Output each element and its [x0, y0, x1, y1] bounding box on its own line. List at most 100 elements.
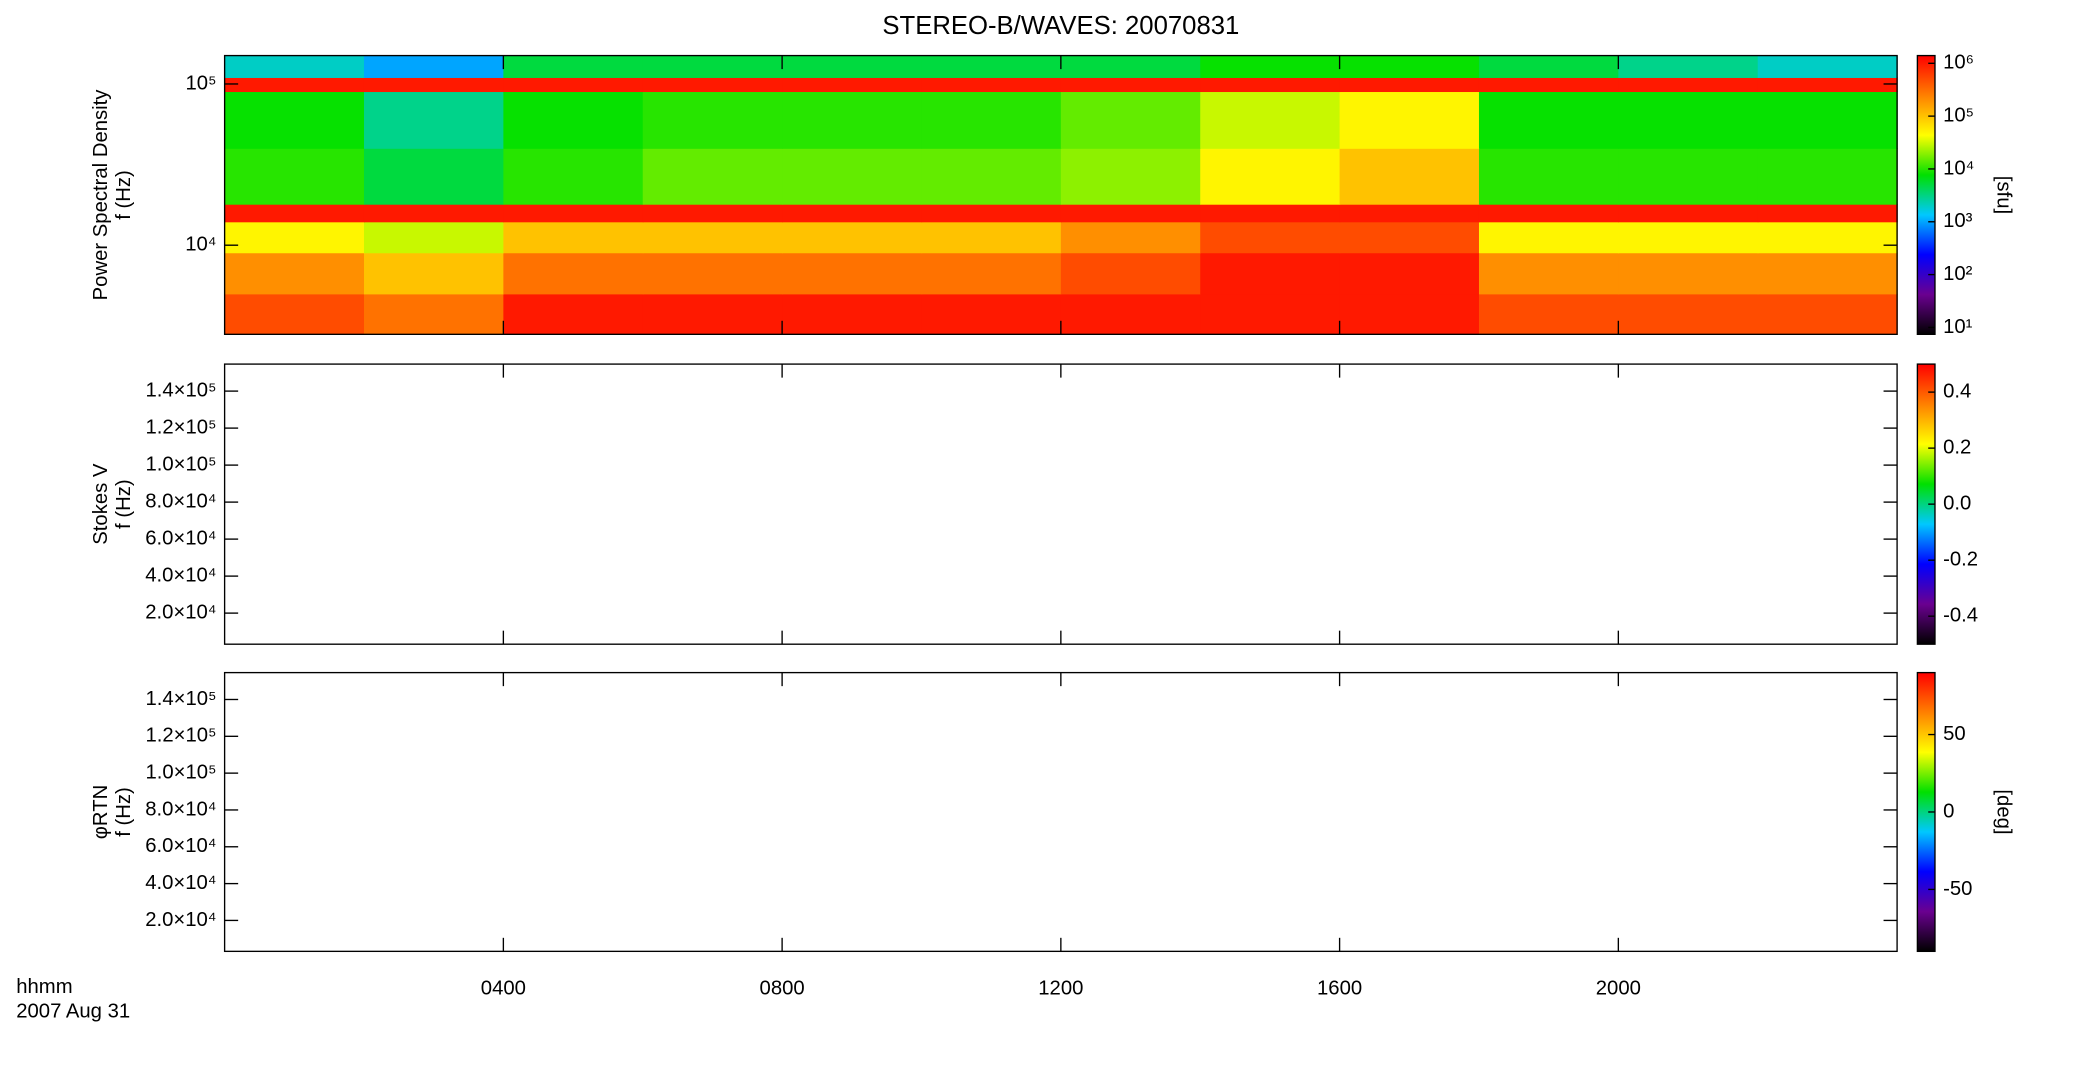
- heatmap-cell: [1060, 148, 1201, 205]
- heatmap-cell: [1200, 293, 1341, 336]
- colorbar-tick-label: 0.2: [1943, 436, 1971, 458]
- heatmap-cell: [782, 204, 923, 223]
- heatmap-cell: [503, 204, 644, 223]
- heatmap-cell: [921, 91, 1062, 149]
- colorbar-tick-label: -50: [1943, 878, 1972, 900]
- heatmap-cell: [921, 221, 1062, 254]
- heatmap-cell: [1757, 252, 1898, 295]
- colorbar-label: [sfu]: [1992, 176, 2014, 214]
- heatmap-cell: [1757, 293, 1898, 336]
- colorbar-tick-label: 10⁴: [1943, 157, 1974, 179]
- x-axis-label: hhmm: [16, 976, 72, 998]
- heatmap-cell: [363, 77, 505, 93]
- colorbar-tick-label: 0: [1943, 800, 1954, 822]
- heatmap-cell: [642, 293, 783, 336]
- heatmap-cell: [1478, 252, 1620, 295]
- heatmap-cell: [1060, 77, 1201, 93]
- heatmap-cell: [642, 77, 783, 93]
- heatmap-cell: [1200, 221, 1341, 254]
- heatmap-cell: [1200, 204, 1341, 223]
- chart-title: STEREO-B/WAVES: 20070831: [882, 12, 1239, 40]
- heatmap-cell: [1618, 148, 1759, 205]
- colorbar-tick-label: 10⁶: [1943, 52, 1974, 74]
- y-tick-label: 1.0×10⁵: [145, 761, 216, 783]
- heatmap-cell: [642, 252, 783, 295]
- heatmap-cell: [782, 77, 923, 93]
- y-tick-label: 8.0×10⁴: [145, 798, 216, 820]
- heatmap-cell: [363, 148, 505, 205]
- x-tick-label: 0800: [760, 978, 805, 1000]
- heatmap-cell: [782, 91, 923, 149]
- heatmap-cell: [1339, 77, 1480, 93]
- heatmap-cell: [1757, 221, 1898, 254]
- heatmap-cell: [224, 55, 365, 78]
- heatmap-cell: [1060, 204, 1201, 223]
- y-axis-label: f (Hz): [113, 170, 135, 220]
- heatmap-cell: [1339, 91, 1480, 149]
- heatmap-cell: [782, 148, 923, 205]
- colorbar-tick-label: -0.4: [1943, 605, 1978, 627]
- y-tick-label: 1.0×10⁵: [145, 453, 216, 475]
- y-tick-label: 10⁵: [186, 72, 217, 94]
- colorbar-tick-label: 0.0: [1943, 493, 1971, 515]
- heatmap-cell: [503, 221, 644, 254]
- heatmap-cell: [1618, 252, 1759, 295]
- heatmap-cell: [1200, 77, 1341, 93]
- y-axis-label: φRTN: [90, 785, 112, 839]
- heatmap-cell: [363, 55, 505, 78]
- heatmap-cell: [1478, 148, 1620, 205]
- heatmap-cell: [1618, 293, 1759, 336]
- colorbar-tick-label: 0.4: [1943, 380, 1971, 402]
- heatmap-cell: [921, 252, 1062, 295]
- y-tick-label: 1.4×10⁵: [145, 379, 216, 401]
- y-tick-label: 1.4×10⁵: [145, 688, 216, 710]
- y-tick-label: 10⁴: [185, 234, 216, 256]
- heatmap-cell: [921, 55, 1062, 78]
- x-tick-label: 1600: [1317, 978, 1362, 1000]
- heatmap-cell: [1339, 221, 1480, 254]
- heatmap-cell: [1478, 221, 1620, 254]
- colorbar-tick-label: 10³: [1943, 210, 1973, 232]
- heatmap-cell: [1200, 91, 1341, 149]
- heatmap-cell: [1200, 252, 1341, 295]
- heatmap-cell: [1060, 221, 1201, 254]
- heatmap-cell: [1339, 252, 1480, 295]
- heatmap-cell: [224, 204, 365, 223]
- heatmap-cell: [1060, 293, 1201, 336]
- x-axis-label: 2007 Aug 31: [16, 1001, 130, 1023]
- colorbar: [1916, 54, 1936, 336]
- heatmap-cell: [1618, 55, 1759, 78]
- heatmap-cell: [363, 252, 505, 295]
- heatmap-cell: [921, 204, 1062, 223]
- heatmap-cell: [921, 293, 1062, 336]
- heatmap-cell: [224, 148, 365, 205]
- heatmap-cell: [1478, 91, 1620, 149]
- heatmap-cell: [224, 293, 365, 336]
- heatmap-cell: [921, 77, 1062, 93]
- heatmap-cell: [1200, 148, 1341, 205]
- heatmap-cell: [224, 77, 365, 93]
- colorbar-tick-label: -0.2: [1943, 549, 1978, 571]
- heatmap-cell: [1478, 77, 1620, 93]
- heatmap-cell: [224, 91, 365, 149]
- heatmap-cell: [1618, 77, 1759, 93]
- heatmap-cell: [224, 221, 365, 254]
- heatmap-cell: [503, 252, 644, 295]
- y-tick-label: 2.0×10⁴: [145, 909, 216, 931]
- y-tick-label: 4.0×10⁴: [145, 564, 216, 586]
- heatmap-cell: [1339, 293, 1480, 336]
- y-tick-label: 1.2×10⁵: [145, 725, 216, 747]
- y-axis-label: Power Spectral Density: [90, 89, 112, 301]
- y-axis-label: Stokes V: [90, 463, 112, 545]
- y-tick-label: 6.0×10⁴: [145, 835, 216, 857]
- heatmap-cell: [1757, 55, 1898, 78]
- heatmap-cell: [1757, 77, 1898, 93]
- heatmap-cell: [782, 55, 923, 78]
- y-tick-label: 1.2×10⁵: [145, 416, 216, 438]
- heatmap-cell: [1060, 55, 1201, 78]
- heatmap-cell: [1757, 91, 1898, 149]
- heatmap-cell: [503, 148, 644, 205]
- plot-frame: [223, 363, 1898, 645]
